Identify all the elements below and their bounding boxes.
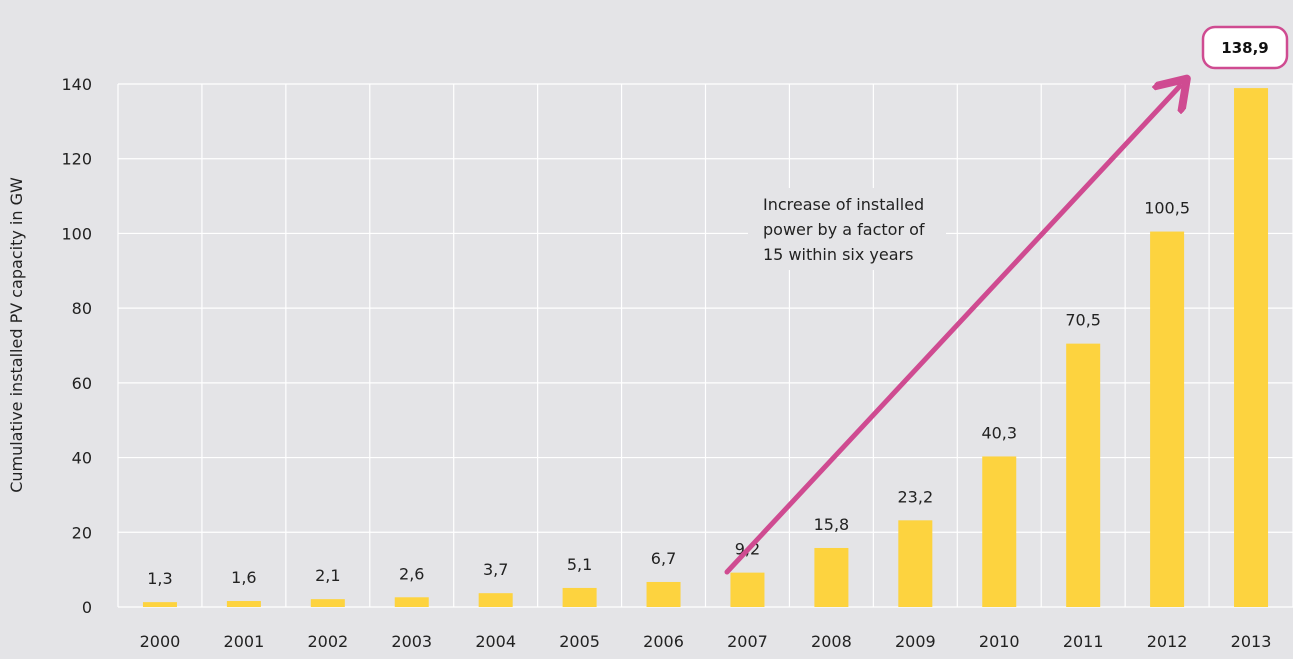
y-tick-label: 40 bbox=[72, 449, 92, 468]
y-tick-label: 140 bbox=[61, 75, 92, 94]
bar-2004 bbox=[478, 593, 513, 607]
value-label-2000: 1,3 bbox=[147, 569, 172, 588]
bar-2008 bbox=[814, 547, 849, 607]
bar-2011 bbox=[1066, 343, 1101, 607]
highlight-value: 138,9 bbox=[1221, 39, 1268, 57]
grid-lines bbox=[117, 83, 1293, 608]
x-tick-label-2013: 2013 bbox=[1231, 632, 1272, 651]
value-label-2006: 6,7 bbox=[651, 549, 676, 568]
bar-2005 bbox=[562, 587, 597, 607]
highlight-callout: 138,9 bbox=[1201, 25, 1289, 70]
y-tick-label: 100 bbox=[61, 224, 92, 243]
bar-2006 bbox=[646, 581, 681, 607]
growth-annotation: Increase of installed power by a factor … bbox=[748, 188, 946, 270]
growth-arrow bbox=[724, 86, 1180, 575]
bar-2001 bbox=[226, 601, 261, 607]
value-label-2009: 23,2 bbox=[898, 487, 934, 506]
bar-2003 bbox=[394, 597, 429, 607]
x-tick-label-2010: 2010 bbox=[979, 632, 1020, 651]
value-label-2008: 15,8 bbox=[814, 515, 850, 534]
value-label-2003: 2,6 bbox=[399, 564, 424, 583]
x-tick-label-2004: 2004 bbox=[475, 632, 516, 651]
y-tick-label: 20 bbox=[72, 523, 92, 542]
y-axis-ticks: 0 20 40 60 80 100 120 140 bbox=[61, 75, 92, 617]
x-tick-label-2001: 2001 bbox=[224, 632, 265, 651]
x-tick-label-2008: 2008 bbox=[811, 632, 852, 651]
x-tick-label-2002: 2002 bbox=[307, 632, 348, 651]
value-label-2005: 5,1 bbox=[567, 555, 592, 574]
y-tick-label: 120 bbox=[61, 150, 92, 169]
annotation-line-1: Increase of installed bbox=[763, 195, 924, 214]
bar-2007 bbox=[730, 572, 765, 607]
y-tick-label: 0 bbox=[82, 598, 92, 617]
bar-2009 bbox=[898, 520, 933, 607]
y-tick-label: 80 bbox=[72, 299, 92, 318]
x-tick-label-2007: 2007 bbox=[727, 632, 768, 651]
value-label-2004: 3,7 bbox=[483, 560, 508, 579]
value-label-2012: 100,5 bbox=[1144, 199, 1190, 218]
value-label-2011: 70,5 bbox=[1065, 311, 1101, 330]
bar-2002 bbox=[310, 599, 345, 607]
x-tick-label-2006: 2006 bbox=[643, 632, 684, 651]
y-tick-label: 60 bbox=[72, 374, 92, 393]
x-tick-label-2009: 2009 bbox=[895, 632, 936, 651]
bar-2012 bbox=[1150, 231, 1185, 607]
x-axis-labels: 2000 2001 2002 2003 2004 2005 2006 2007 2008 2009… bbox=[140, 632, 1272, 651]
bars bbox=[142, 88, 1269, 608]
x-tick-label-2000: 2000 bbox=[140, 632, 181, 651]
y-axis-label: Cumulative installed PV capacity in GW bbox=[7, 177, 26, 493]
bar-2000 bbox=[142, 602, 177, 607]
x-tick-label-2005: 2005 bbox=[559, 632, 600, 651]
x-tick-label-2011: 2011 bbox=[1063, 632, 1104, 651]
value-label-2010: 40,3 bbox=[981, 423, 1017, 442]
annotation-line-2: power by a factor of bbox=[763, 220, 925, 239]
x-tick-label-2003: 2003 bbox=[391, 632, 432, 651]
bar-2013 bbox=[1234, 88, 1269, 608]
value-labels: 1,31,62,12,63,75,16,79,215,823,240,370,5… bbox=[147, 199, 1190, 589]
x-tick-label-2012: 2012 bbox=[1147, 632, 1188, 651]
value-label-2001: 1,6 bbox=[231, 568, 256, 587]
bar-2010 bbox=[982, 456, 1017, 607]
annotation-line-3: 15 within six years bbox=[763, 245, 913, 264]
value-label-2002: 2,1 bbox=[315, 566, 340, 585]
